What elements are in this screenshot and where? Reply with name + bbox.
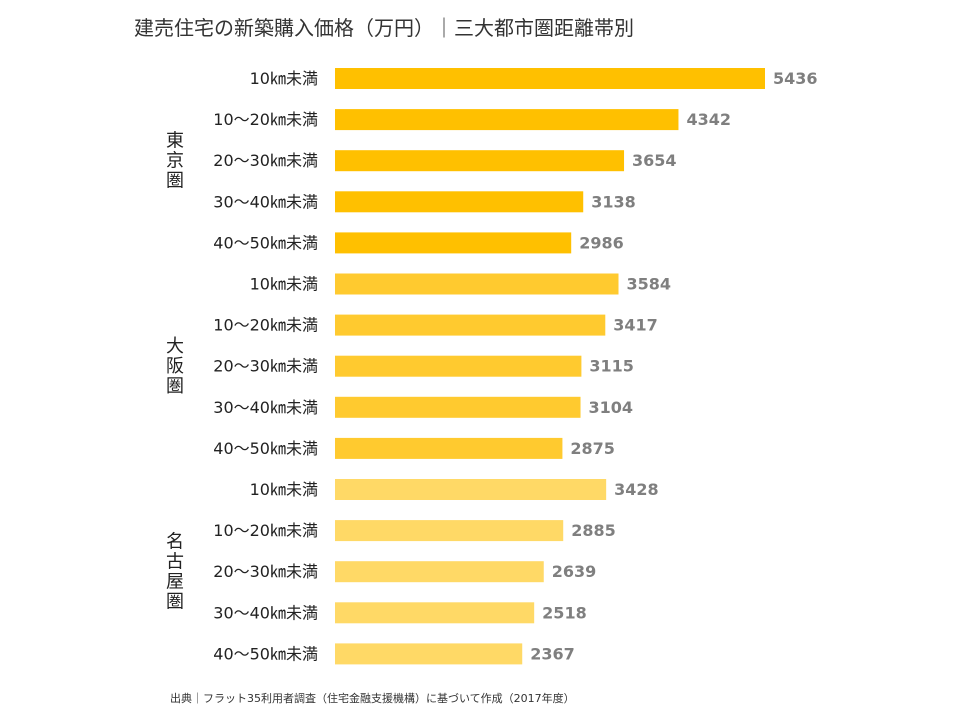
category-label: 40～50㎞未満 <box>213 233 318 252</box>
data-label: 3428 <box>614 480 659 499</box>
bar <box>335 314 606 336</box>
category-label: 20～30㎞未満 <box>213 151 318 170</box>
category-label: 40～50㎞未満 <box>213 644 318 663</box>
bar <box>335 355 582 377</box>
category-label: 20～30㎞未満 <box>213 357 318 376</box>
bar <box>335 109 679 131</box>
bar <box>335 232 572 254</box>
data-label: 4342 <box>686 110 731 129</box>
category-label: 20～30㎞未満 <box>213 562 318 581</box>
category-label: 40～50㎞未満 <box>213 439 318 458</box>
data-label: 3417 <box>613 316 658 335</box>
group-label: 大阪圏 <box>166 336 184 397</box>
group-label: 名古屋圏 <box>166 532 184 613</box>
category-label: 30～40㎞未満 <box>213 603 318 622</box>
data-label: 5436 <box>773 69 818 88</box>
data-label: 2875 <box>570 439 615 458</box>
data-label: 2639 <box>552 562 597 581</box>
category-label: 10㎞未満 <box>250 275 318 294</box>
group-label: 東京圏 <box>166 131 184 192</box>
category-label: 10～20㎞未満 <box>213 521 318 540</box>
data-label: 3584 <box>627 275 672 294</box>
bar <box>335 479 607 500</box>
bar <box>335 643 523 665</box>
data-label: 3654 <box>632 151 677 170</box>
bar <box>335 396 581 418</box>
category-label: 30～40㎞未満 <box>213 398 318 417</box>
category-label: 10～20㎞未満 <box>213 110 318 129</box>
bar <box>335 602 535 624</box>
bar <box>335 561 544 583</box>
source-note: 出典｜フラット35利用者調査（住宅金融支援機構）に基づいて作成（2017年度） <box>170 692 575 705</box>
data-label: 2518 <box>542 603 587 622</box>
bar <box>335 68 765 89</box>
data-label: 2367 <box>530 644 575 663</box>
category-label: 30～40㎞未満 <box>213 192 318 211</box>
category-label: 10～20㎞未満 <box>213 316 318 335</box>
category-label: 10㎞未満 <box>250 480 318 499</box>
data-label: 2986 <box>579 233 624 252</box>
data-label: 3138 <box>591 192 636 211</box>
bar <box>335 437 563 459</box>
bar <box>335 520 564 542</box>
category-label: 10㎞未満 <box>250 69 318 88</box>
bar <box>335 150 625 172</box>
data-label: 3104 <box>589 398 634 417</box>
data-label: 2885 <box>571 521 616 540</box>
bar <box>335 191 584 213</box>
data-label: 3115 <box>589 357 634 376</box>
chart-title: 建売住宅の新築購入価格（万円）｜三大都市圏距離帯別 <box>134 16 634 40</box>
bar <box>335 273 619 295</box>
